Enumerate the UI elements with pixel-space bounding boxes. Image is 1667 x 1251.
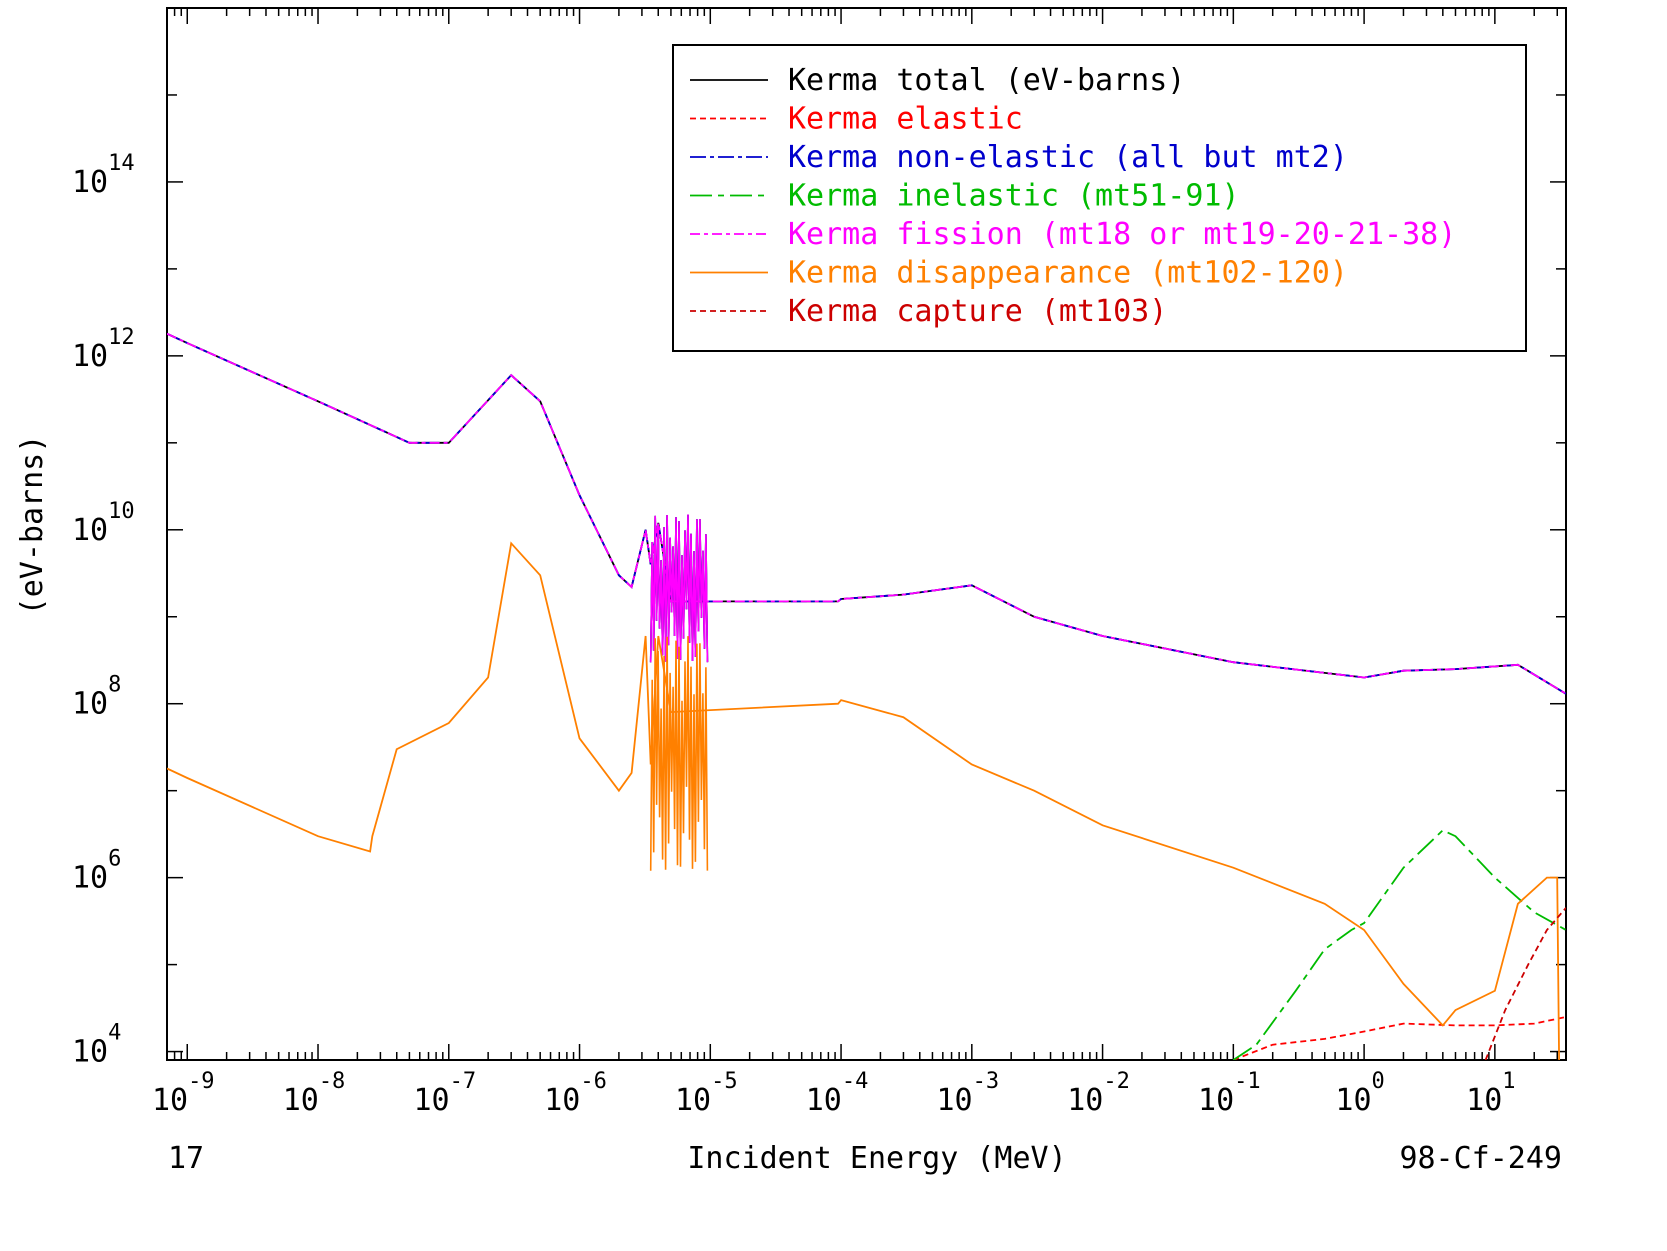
series-elastic <box>1232 1016 1566 1060</box>
resonance-band-fission <box>649 514 709 663</box>
y-tick-label: 108 <box>72 673 121 722</box>
footer-right: 98-Cf-249 <box>1399 1141 1562 1176</box>
legend-label-disappearance: Kerma disappearance (mt102-120) <box>788 256 1348 291</box>
legend-label-inelastic: Kerma inelastic (mt51-91) <box>788 179 1240 214</box>
x-tick-label: 100 <box>1335 1069 1384 1118</box>
y-axis-label: (eV-barns) <box>15 435 50 616</box>
resonance-band-disappearance <box>649 636 709 871</box>
series-line-total <box>167 332 1566 695</box>
series-line-nonelastic <box>167 332 1566 695</box>
series-line-fission <box>167 332 1566 695</box>
series-disappearance <box>167 541 1560 1060</box>
legend-box <box>672 44 1527 352</box>
series-line-inelastic <box>1232 829 1566 1060</box>
series-line-disappearance <box>167 541 1560 1060</box>
y-tick-label: 1012 <box>72 325 135 374</box>
series-line-capture <box>1484 907 1566 1060</box>
x-tick-label: 10-4 <box>806 1069 869 1118</box>
plot-frame <box>166 7 1567 1061</box>
x-tick-label: 10-8 <box>283 1069 346 1118</box>
series-line-elastic <box>1232 1016 1566 1060</box>
legend-label-capture: Kerma capture (mt103) <box>788 294 1167 329</box>
x-tick-label: 10-3 <box>937 1069 1000 1118</box>
legend: Kerma total (eV-barns)Kerma elasticKerma… <box>672 44 1527 352</box>
series-total <box>167 332 1566 695</box>
x-tick-label: 10-2 <box>1067 1069 1130 1118</box>
x-tick-label: 10-6 <box>544 1069 607 1118</box>
y-tick-label: 106 <box>72 847 121 896</box>
x-axis-label: Incident Energy (MeV) <box>687 1141 1066 1176</box>
axis-tick-labels: 10-9 10-8 10-7 10-6 10-5 10-4 10-3 10-2 10-1 100 1… <box>72 151 1516 1118</box>
series-layer <box>167 332 1566 1060</box>
legend-label-nonelastic: Kerma non-elastic (all but mt2) <box>788 140 1348 175</box>
series-nonelastic <box>167 332 1566 695</box>
y-tick-label: 1014 <box>72 151 135 200</box>
legend-label-elastic: Kerma elastic <box>788 102 1023 137</box>
axis-ticks <box>166 7 1566 1060</box>
x-tick-label: 10-9 <box>152 1069 215 1118</box>
legend-label-fission: Kerma fission (mt18 or mt19-20-21-38) <box>788 217 1456 252</box>
y-tick-label: 1010 <box>72 499 135 548</box>
y-tick-label: 104 <box>72 1021 121 1070</box>
footer-left: 17 <box>168 1141 204 1176</box>
x-tick-label: 10-7 <box>413 1069 476 1118</box>
legend-label-total: Kerma total (eV-barns) <box>788 63 1185 98</box>
x-tick-label: 10-5 <box>675 1069 738 1118</box>
x-tick-label: 101 <box>1466 1069 1515 1118</box>
series-capture <box>1484 907 1566 1060</box>
series-fission <box>167 332 1566 695</box>
series-inelastic <box>1232 829 1566 1060</box>
x-tick-label: 10-1 <box>1198 1069 1261 1118</box>
